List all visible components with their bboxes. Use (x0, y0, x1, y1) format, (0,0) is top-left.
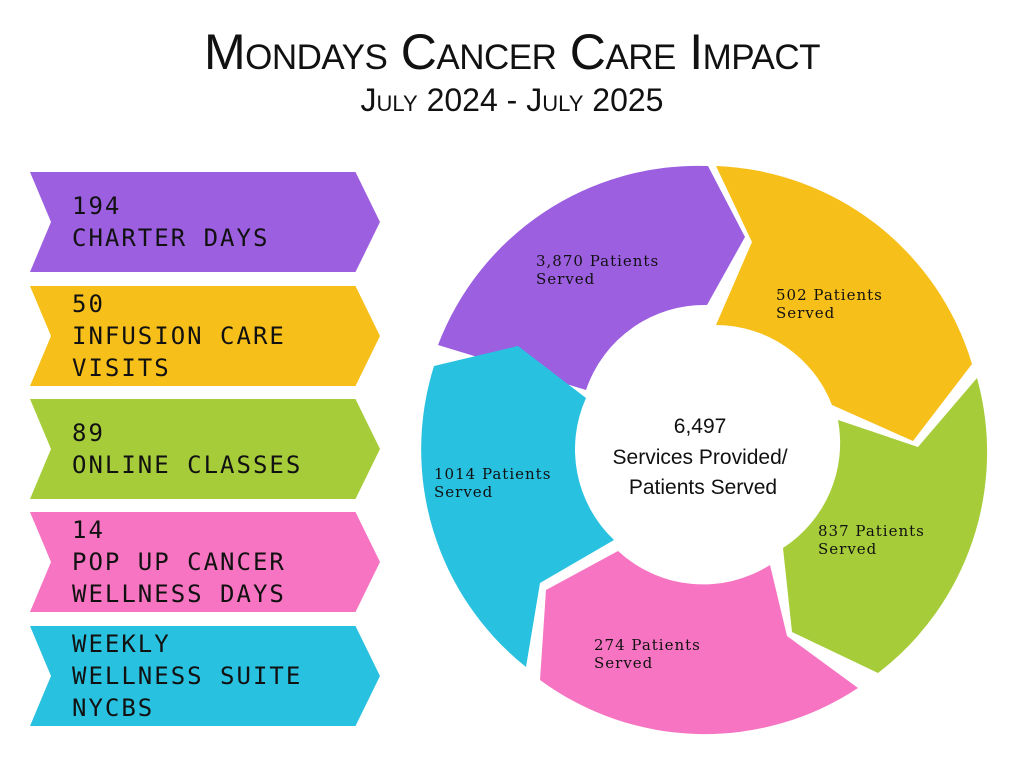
banner-label: ONLINE CLASSES (72, 451, 303, 479)
page-title: Mondays Cancer Care Impact (203, 24, 821, 80)
segment-label-green: 837 Patients Served (818, 522, 931, 558)
segment-label-pink: 274 Patients Served (594, 636, 707, 672)
segment-label-yellow: 502 Patients Served (776, 286, 889, 322)
cycle-segment-pink (540, 551, 858, 735)
banner-charter-days: 194 CHARTER DAYS (30, 172, 380, 272)
banner-number: 194 (72, 192, 122, 220)
banner-pop-up-wellness-days: 14 POP UP CANCER WELLNESS DAYS (30, 512, 380, 612)
cycle-segment-green (783, 378, 988, 673)
banner-number: 50 (72, 290, 105, 318)
center-number: 6,497 (674, 415, 727, 438)
segment-label-blue: 1014 Patients Served (434, 465, 557, 501)
segment-label-purple: 3,870 Patients Served (536, 252, 665, 288)
banner-online-classes: 89 ONLINE CLASSES (30, 399, 380, 499)
banner-label: INFUSION CARE VISITS (72, 322, 286, 382)
banner-number: 14 (72, 516, 105, 544)
page-subtitle: July 2024 - July 2025 (360, 82, 664, 118)
banner-label: CHARTER DAYS (72, 224, 270, 252)
cycle-segment-yellow (716, 166, 972, 441)
banner-label: POP UP CANCER WELLNESS DAYS (72, 548, 286, 608)
banner-weekly-wellness-suite: WEEKLY WELLNESS SUITE NYCBS (30, 626, 380, 726)
center-total: 6,497 Services Provided/ Patients Served (613, 415, 794, 499)
cycle-segment-purple (438, 165, 745, 390)
banner-infusion-care-visits: 50 INFUSION CARE VISITS (30, 286, 380, 386)
banner-label: WEEKLY WELLNESS SUITE NYCBS (72, 630, 303, 722)
banner-number: 89 (72, 419, 105, 447)
center-line-1: Services Provided/ (613, 446, 788, 469)
cycle-segment-blue (421, 346, 614, 667)
center-line-2: Patients Served (629, 476, 777, 499)
